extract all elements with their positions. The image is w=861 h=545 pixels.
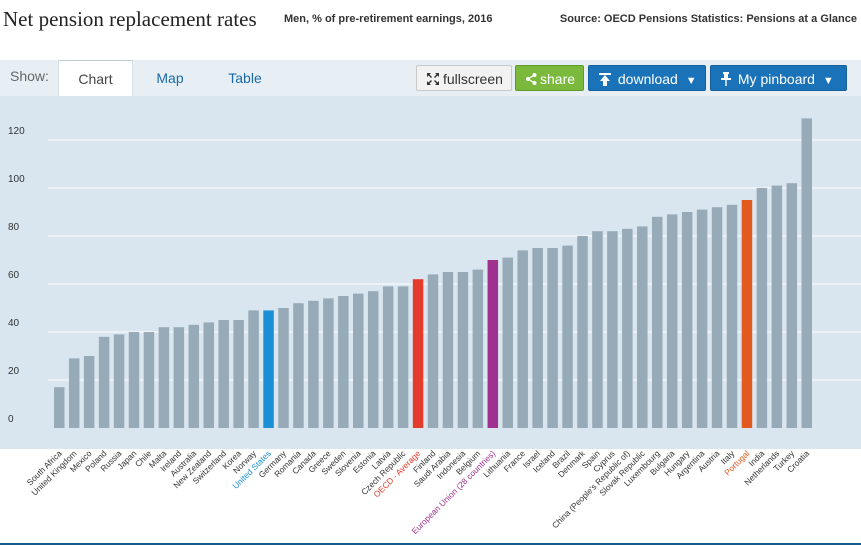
bar-finland[interactable] xyxy=(427,274,439,428)
bar-lithuania[interactable] xyxy=(502,257,514,428)
bar-european-union-28-countries[interactable] xyxy=(487,260,499,428)
toolbar: Show: Chart Map Table fullscreen share d… xyxy=(0,60,861,98)
y-tick-label: 20 xyxy=(8,366,20,377)
y-tick-label: 100 xyxy=(8,174,25,185)
y-tick-label: 40 xyxy=(8,318,20,329)
bar-malta[interactable] xyxy=(158,327,170,428)
chart-subtitle: Men, % of pre-retirement earnings, 2016 xyxy=(284,13,493,25)
bar-czech-republic[interactable] xyxy=(397,286,409,428)
bar-united-states[interactable] xyxy=(263,310,274,428)
bar-japan[interactable] xyxy=(128,332,140,428)
bar-estonia[interactable] xyxy=(367,291,379,428)
bottom-border xyxy=(0,543,861,545)
bar-france[interactable] xyxy=(517,250,528,428)
bar-india[interactable] xyxy=(756,188,768,428)
bar-slovak-republic[interactable] xyxy=(637,226,648,428)
bar-indonesia[interactable] xyxy=(457,272,469,428)
download-button[interactable]: download ▼ xyxy=(588,65,706,91)
title-bar: Net pension replacement rates Men, % of … xyxy=(0,0,861,40)
bar-austria[interactable] xyxy=(711,207,723,428)
bar-australia[interactable] xyxy=(188,324,200,428)
bar-mexico[interactable] xyxy=(83,356,95,428)
tab-map[interactable]: Map xyxy=(156,70,184,86)
pinboard-button[interactable]: My pinboard ▼ xyxy=(710,65,847,91)
fullscreen-icon xyxy=(426,67,440,93)
fullscreen-button[interactable]: fullscreen xyxy=(416,65,512,91)
bar-canada[interactable] xyxy=(308,300,319,428)
bar-oecd-average[interactable] xyxy=(412,279,424,428)
bar-korea[interactable] xyxy=(233,320,244,428)
bar-netherlands[interactable] xyxy=(771,185,783,428)
bar-germany[interactable] xyxy=(278,308,289,428)
bar-switzerland[interactable] xyxy=(218,320,229,428)
bar-cyprus[interactable] xyxy=(607,231,618,428)
bar-russia[interactable] xyxy=(113,334,125,428)
share-button[interactable]: share xyxy=(515,65,584,91)
bar-sweden[interactable] xyxy=(338,296,349,428)
bar-south-africa[interactable] xyxy=(54,387,65,428)
fullscreen-label: fullscreen xyxy=(443,71,503,87)
bar-belgium[interactable] xyxy=(472,269,484,428)
bar-bulgaria[interactable] xyxy=(666,214,678,428)
bar-israel[interactable] xyxy=(532,248,543,428)
pinboard-label: My pinboard xyxy=(737,71,815,87)
y-tick-label: 0 xyxy=(8,414,14,425)
bar-italy[interactable] xyxy=(726,204,738,428)
bar-united-kingdom[interactable] xyxy=(68,358,80,428)
bar-norway[interactable] xyxy=(248,310,259,428)
share-label: share xyxy=(540,71,576,87)
bar-brazil[interactable] xyxy=(562,245,573,428)
bar-chile[interactable] xyxy=(143,332,155,428)
bar-saudi-arabia[interactable] xyxy=(442,272,454,428)
download-label: download xyxy=(617,71,678,87)
bar-new-zealand[interactable] xyxy=(203,322,215,428)
y-tick-label: 60 xyxy=(8,270,20,281)
y-tick-label: 80 xyxy=(8,222,20,233)
source-note: Source: OECD Pensions Statistics: Pensio… xyxy=(559,13,857,25)
bar-spain[interactable] xyxy=(592,231,603,428)
tab-chart[interactable]: Chart xyxy=(58,60,133,98)
show-label: Show: xyxy=(10,68,49,84)
page-title: Net pension replacement rates xyxy=(3,7,257,31)
pin-icon xyxy=(721,67,731,93)
share-icon xyxy=(526,67,537,93)
bar-argentina[interactable] xyxy=(696,209,708,428)
bar-turkey[interactable] xyxy=(786,183,798,428)
bar-iceland[interactable] xyxy=(547,248,558,428)
bars xyxy=(54,118,813,429)
bar-slovenia[interactable] xyxy=(353,293,364,428)
bar-luxembourg[interactable] xyxy=(652,216,663,428)
y-axis-ticks: 0 20 40 60 80 100 120 xyxy=(8,126,25,425)
bar-denmark[interactable] xyxy=(577,236,588,428)
bar-china-people-s-republic-of[interactable] xyxy=(622,228,633,428)
caret-down-icon: ▼ xyxy=(822,75,834,87)
bar-poland[interactable] xyxy=(98,336,110,428)
bar-romania[interactable] xyxy=(293,303,304,428)
bar-portugal[interactable] xyxy=(741,200,753,428)
bar-ireland[interactable] xyxy=(173,327,185,428)
caret-down-icon: ▼ xyxy=(685,75,697,87)
y-tick-label: 120 xyxy=(8,126,25,137)
bar-hungary[interactable] xyxy=(681,212,693,428)
gridlines xyxy=(48,139,861,381)
bar-croatia[interactable] xyxy=(801,118,813,429)
tab-table[interactable]: Table xyxy=(228,70,262,86)
bar-latvia[interactable] xyxy=(382,286,394,428)
bar-greece[interactable] xyxy=(323,298,334,428)
download-icon xyxy=(599,67,611,93)
